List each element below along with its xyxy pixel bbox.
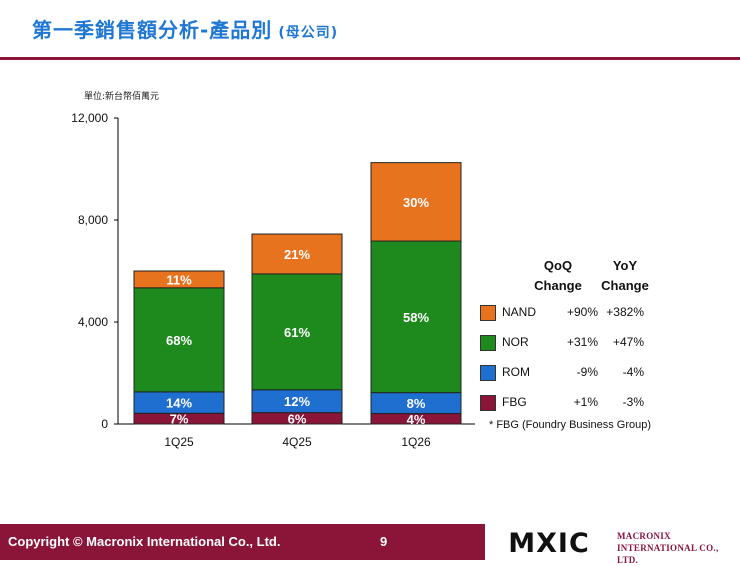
- x-tick-label: 4Q25: [282, 435, 312, 449]
- legend-row-nor: NOR +31% +47%: [480, 333, 670, 353]
- bar-segment-nor: [133, 287, 225, 393]
- company-line2: INTERNATIONAL CO., LTD.: [617, 543, 719, 565]
- y-tick-label: 8,000: [78, 213, 108, 227]
- x-tick-label: 1Q25: [164, 435, 194, 449]
- page-number: 9: [380, 534, 388, 549]
- bar-segment-nand: [370, 162, 462, 242]
- qoq-header-line2: Change: [534, 278, 582, 293]
- qoq-value: +90%: [566, 305, 598, 319]
- title-divider: [0, 57, 740, 60]
- bar-segment-nor: [251, 273, 343, 391]
- footer: Copyright © Macronix International Co., …: [0, 524, 740, 565]
- yoy-value: +47%: [612, 335, 644, 349]
- qoq-header-line1: QoQ: [543, 258, 573, 273]
- qoq-value: -9%: [576, 365, 598, 379]
- y-tick-label: 4,000: [78, 315, 108, 329]
- qoq-value: +1%: [573, 395, 598, 409]
- data-label-fbg: 6%: [288, 411, 307, 426]
- legend-name: ROM: [502, 365, 530, 379]
- data-label-rom: 12%: [284, 394, 310, 409]
- data-label-nor: 61%: [284, 325, 310, 340]
- footnote: * FBG (Foundry Business Group): [489, 419, 652, 431]
- yoy-value: +382%: [606, 305, 644, 319]
- copyright-text: Copyright © Macronix International Co., …: [8, 534, 281, 549]
- data-label-rom: 14%: [166, 396, 192, 411]
- data-label-nor: 58%: [403, 310, 429, 325]
- slide-title-sub: (母公司): [278, 25, 339, 41]
- bar-segment-nand: [133, 270, 225, 289]
- legend-name: NAND: [502, 305, 537, 319]
- data-label-nand: 30%: [403, 195, 429, 210]
- footer-bar: Copyright © Macronix International Co., …: [0, 524, 485, 560]
- nand-swatch: [480, 305, 496, 321]
- data-label-nand: 11%: [166, 272, 192, 287]
- y-tick-label: 0: [101, 417, 108, 431]
- yoy-header-line2: Change: [601, 278, 649, 293]
- data-label-fbg: 7%: [170, 412, 189, 427]
- yoy-header: YoY Change: [595, 256, 655, 296]
- unit-label: 單位:新台幣佰萬元: [84, 92, 160, 102]
- yoy-header-line1: YoY: [612, 258, 638, 273]
- data-label-nor: 68%: [166, 333, 192, 348]
- bar-segment-nor: [370, 240, 462, 394]
- legend-row-nand: NAND +90% +382%: [480, 303, 670, 323]
- slide-title: 第一季銷售額分析-產品別 (母公司): [32, 14, 338, 43]
- slide-title-text: 第一季銷售額分析-產品別: [32, 18, 273, 42]
- legend-row-rom: ROM -9% -4%: [480, 363, 670, 383]
- stacked-bar-chart: 0 4,000 8,000 12,000 7%14% 68% 11% 1Q25 6% 12% 61%…: [71, 111, 475, 449]
- legend-name: NOR: [502, 335, 529, 349]
- x-tick-label: 1Q26: [401, 435, 431, 449]
- logo-text: MXIC: [508, 528, 590, 556]
- legend-row-fbg: FBG +1% -3%: [480, 393, 670, 413]
- mxic-logo: MXIC: [508, 528, 590, 556]
- y-tick-label: 12,000: [71, 111, 108, 125]
- nor-swatch: [480, 335, 496, 351]
- legend-name: FBG: [502, 395, 527, 409]
- qoq-value: +31%: [566, 335, 598, 349]
- bar-segment-nand: [251, 233, 343, 275]
- data-label-fbg: 4%: [407, 412, 426, 427]
- company-line1: MACRONIX: [617, 531, 671, 541]
- qoq-header: QoQ Change: [528, 256, 588, 296]
- company-name: MACRONIX INTERNATIONAL CO., LTD.: [617, 530, 740, 566]
- yoy-value: -3%: [622, 395, 644, 409]
- data-label-rom: 8%: [407, 396, 426, 411]
- yoy-value: -4%: [622, 365, 644, 379]
- rom-swatch: [480, 365, 496, 381]
- data-label-nand: 21%: [284, 247, 310, 262]
- fbg-swatch: [480, 395, 496, 411]
